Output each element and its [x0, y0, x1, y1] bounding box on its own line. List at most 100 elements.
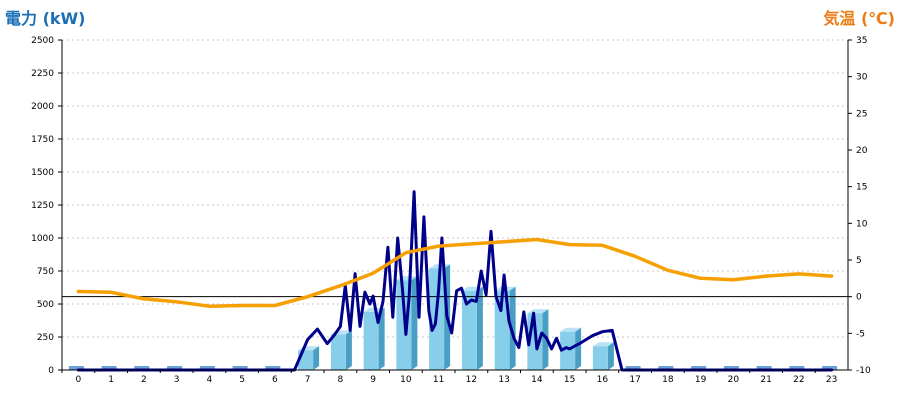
bar-side-8 — [345, 330, 352, 370]
x-tick-label-18: 18 — [662, 375, 674, 385]
bar-8 — [330, 330, 352, 370]
left-tick-label-1500: 1500 — [31, 168, 54, 178]
bar-base-18 — [658, 366, 674, 370]
bars — [68, 264, 838, 370]
x-tick-label-19: 19 — [695, 375, 707, 385]
left-tick-label-1750: 1750 — [31, 135, 54, 145]
bar-face-16 — [592, 346, 608, 370]
bar-23 — [822, 366, 838, 370]
bar-side-10 — [411, 276, 418, 370]
temperature-line — [76, 237, 834, 308]
bar-side-16 — [607, 342, 614, 370]
bar-face-9 — [363, 311, 379, 370]
power-line — [76, 190, 834, 372]
bar-top-16 — [592, 342, 614, 347]
right-tick-label-35: 35 — [856, 36, 867, 46]
bar-base-17 — [625, 366, 641, 370]
bar-side-12 — [476, 286, 483, 370]
bar-0 — [68, 366, 84, 370]
x-tick-label-11: 11 — [433, 375, 444, 385]
x-tick-label-7: 7 — [305, 375, 311, 385]
bar-19 — [691, 366, 707, 370]
series-lines — [76, 190, 834, 372]
right-tick-label-25: 25 — [856, 109, 867, 119]
bar-face-12 — [461, 290, 477, 370]
bar-base-19 — [691, 366, 707, 370]
bar-base-2 — [134, 366, 150, 370]
x-tick-label-17: 17 — [629, 375, 640, 385]
right-tick-label--10: -10 — [856, 366, 871, 376]
right-tick-label-15: 15 — [856, 183, 867, 193]
x-tick-label-22: 22 — [793, 375, 804, 385]
x-tick-label-21: 21 — [760, 375, 771, 385]
bar-face-15 — [560, 331, 576, 370]
x-tick-label-3: 3 — [174, 375, 180, 385]
bar-face-13 — [494, 290, 510, 370]
bar-6 — [265, 366, 281, 370]
bar-12 — [461, 286, 483, 370]
grid — [62, 39, 848, 338]
bar-18 — [658, 366, 674, 370]
x-tick-label-6: 6 — [272, 375, 278, 385]
left-tick-label-2000: 2000 — [31, 102, 54, 112]
x-tick-label-12: 12 — [466, 375, 477, 385]
right-axis-title: 気温 (℃) — [823, 9, 895, 28]
bar-15 — [560, 327, 582, 370]
bar-5 — [232, 366, 248, 370]
bar-9 — [363, 307, 385, 370]
left-tick-label-750: 750 — [37, 267, 54, 277]
left-tick-label-1250: 1250 — [31, 201, 54, 211]
x-tick-label-0: 0 — [76, 375, 82, 385]
x-tick-label-14: 14 — [531, 375, 543, 385]
bar-22 — [789, 366, 805, 370]
bar-base-22 — [789, 366, 805, 370]
bar-base-5 — [232, 366, 248, 370]
bar-17 — [625, 366, 641, 370]
left-tick-label-0: 0 — [48, 366, 54, 376]
x-tick-label-16: 16 — [597, 375, 609, 385]
right-tick-label-30: 30 — [856, 73, 868, 83]
bar-base-23 — [822, 366, 838, 370]
left-tick-label-250: 250 — [37, 333, 54, 343]
left-tick-label-2500: 2500 — [31, 36, 54, 46]
bar-side-9 — [378, 307, 385, 370]
bar-base-4 — [199, 366, 215, 370]
x-tick-label-8: 8 — [338, 375, 344, 385]
bar-face-8 — [330, 334, 346, 370]
bar-7 — [298, 346, 320, 370]
bar-4 — [199, 366, 215, 370]
right-tick-label-0: 0 — [856, 293, 862, 303]
x-tick-label-5: 5 — [239, 375, 245, 385]
x-tick-label-20: 20 — [728, 375, 740, 385]
bar-3 — [167, 366, 183, 370]
bar-2 — [134, 366, 150, 370]
bar-side-7 — [313, 346, 320, 370]
x-tick-label-1: 1 — [108, 375, 114, 385]
x-tick-label-2: 2 — [141, 375, 147, 385]
x-tick-label-10: 10 — [400, 375, 412, 385]
right-tick-label-10: 10 — [856, 219, 868, 229]
left-axis-title: 電力 (kW) — [5, 9, 86, 28]
bar-top-15 — [560, 327, 582, 332]
right-tick-label--5: -5 — [856, 329, 865, 339]
left-tick-label-1000: 1000 — [31, 234, 54, 244]
x-tick-label-23: 23 — [826, 375, 837, 385]
bar-base-0 — [68, 366, 84, 370]
left-tick-label-2250: 2250 — [31, 69, 54, 79]
bar-base-1 — [101, 366, 117, 370]
left-tick-label-500: 500 — [37, 300, 54, 310]
bar-side-14 — [542, 309, 549, 370]
x-tick-label-4: 4 — [207, 375, 213, 385]
bar-20 — [723, 366, 739, 370]
bar-base-6 — [265, 366, 281, 370]
bar-base-20 — [723, 366, 739, 370]
x-tick-label-13: 13 — [498, 375, 509, 385]
bar-1 — [101, 366, 117, 370]
right-tick-label-20: 20 — [856, 146, 868, 156]
bar-base-3 — [167, 366, 183, 370]
x-tick-label-9: 9 — [370, 375, 376, 385]
right-tick-label-5: 5 — [856, 256, 862, 266]
bar-16 — [592, 342, 614, 370]
x-tick-label-15: 15 — [564, 375, 575, 385]
